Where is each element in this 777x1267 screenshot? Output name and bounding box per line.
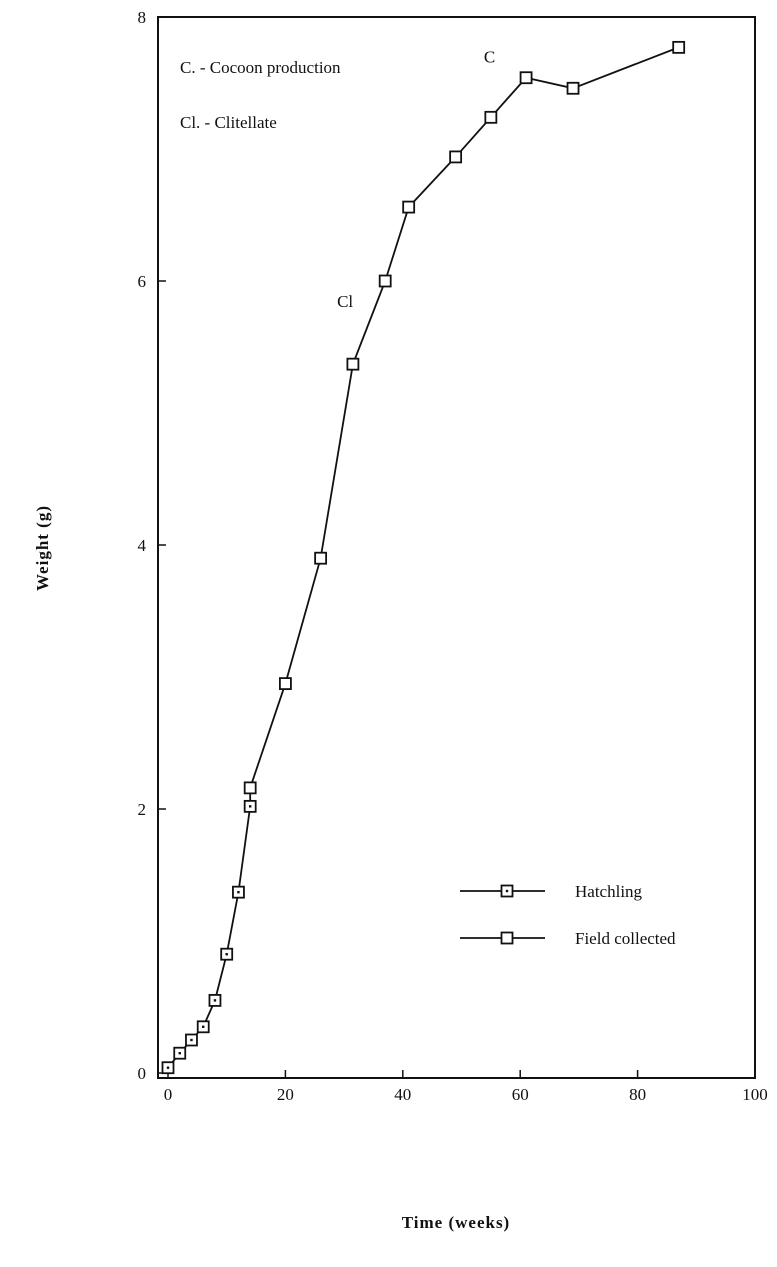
series-points xyxy=(161,40,686,1075)
note-text: Cl. - Clitellate xyxy=(180,113,277,132)
x-tick-label: 80 xyxy=(629,1085,646,1104)
x-tick-label: 40 xyxy=(394,1085,411,1104)
data-point xyxy=(378,274,392,288)
x-tick-label: 20 xyxy=(277,1085,294,1104)
legend-marker xyxy=(500,931,514,945)
annotation-label: Cl xyxy=(337,292,353,311)
x-tick-label: 0 xyxy=(164,1085,173,1104)
data-point xyxy=(243,781,257,795)
x-tick-label: 100 xyxy=(742,1085,768,1104)
y-tick-label: 8 xyxy=(138,8,147,27)
plot-frame xyxy=(157,16,756,1079)
data-point-dot xyxy=(190,1038,193,1042)
data-point xyxy=(346,357,360,371)
legend: Hatchling Field collected xyxy=(460,882,676,948)
x-axis-ticks: 0 20 40 60 80 100 xyxy=(164,1070,768,1104)
y-tick-label: 0 xyxy=(138,1064,147,1083)
legend-marker-dot xyxy=(505,889,509,893)
y-tick-label: 2 xyxy=(138,800,147,819)
legend-label: Field collected xyxy=(575,929,676,948)
annotation-label: C xyxy=(484,48,495,67)
data-point-dot xyxy=(248,805,252,808)
series-lines xyxy=(167,46,680,1069)
data-point xyxy=(402,200,416,214)
data-point-dot xyxy=(237,890,240,894)
series-line xyxy=(249,46,680,789)
data-point xyxy=(314,551,328,565)
note-text: C. - Cocoon production xyxy=(180,58,341,77)
data-point xyxy=(449,150,463,164)
y-axis-title: Weight (g) xyxy=(33,505,52,591)
x-tick-label: 60 xyxy=(512,1085,529,1104)
data-point-dot xyxy=(178,1052,181,1055)
y-axis-ticks: 0 2 4 6 8 xyxy=(138,8,166,1083)
data-point xyxy=(672,40,686,54)
legend-label: Hatchling xyxy=(575,882,643,901)
x-axis-title: Time (weeks) xyxy=(402,1213,510,1232)
data-point-dot xyxy=(202,1025,205,1028)
y-tick-label: 6 xyxy=(138,272,147,291)
data-point xyxy=(566,81,580,95)
data-point xyxy=(484,110,498,124)
notes: C. - Cocoon production Cl. - Clitellate xyxy=(180,58,341,132)
data-point xyxy=(278,677,292,690)
data-point-dot xyxy=(213,999,217,1002)
y-tick-label: 4 xyxy=(138,536,147,555)
data-point xyxy=(519,71,533,85)
annotations: C Cl xyxy=(337,48,495,311)
data-point-dot xyxy=(166,1066,170,1069)
data-point-dot xyxy=(225,953,228,956)
